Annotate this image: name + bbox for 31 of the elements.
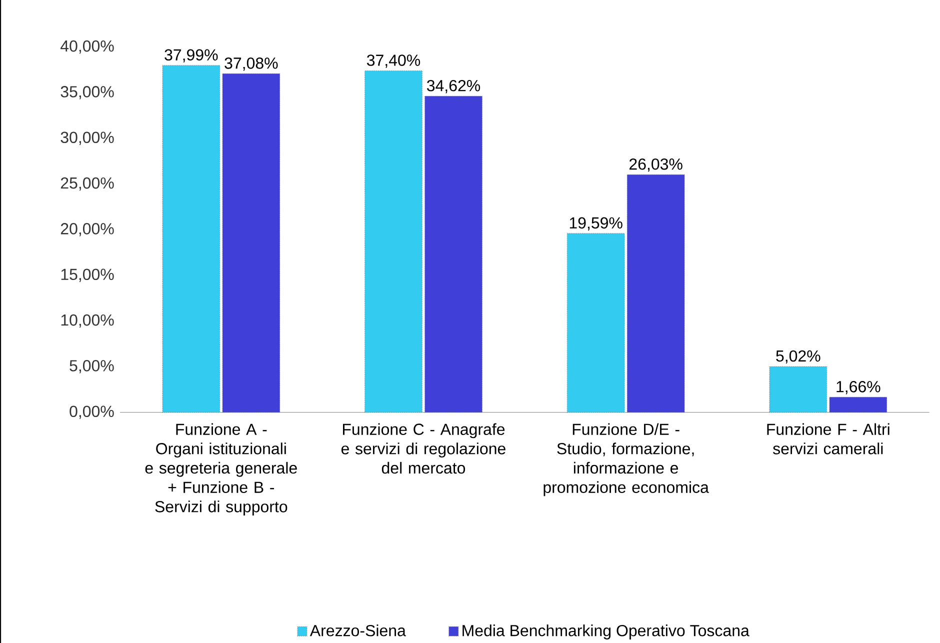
bar xyxy=(626,174,685,413)
bar xyxy=(566,233,625,413)
data-label: 37,99% xyxy=(164,49,218,62)
y-tick-label: 35,00% xyxy=(60,86,114,100)
data-label: 37,40% xyxy=(366,54,420,68)
data-label: 37,08% xyxy=(224,58,278,71)
bar xyxy=(162,65,220,413)
bar xyxy=(222,73,280,413)
bar xyxy=(424,96,482,413)
y-tick-label: 30,00% xyxy=(60,132,114,145)
y-tick-label: 10,00% xyxy=(61,314,114,328)
data-label: 19,59% xyxy=(570,217,622,230)
bar xyxy=(829,396,888,413)
x-tick-label: Funzione D/E - Studio, formazione, informazione e promozione economica xyxy=(544,423,709,496)
y-tick-label: 25,00% xyxy=(60,177,114,191)
legend-label: Media Benchmarking Operativo Toscana xyxy=(462,624,750,640)
x-tick-label: Funzione F - Altri servizi camerali xyxy=(767,423,890,454)
y-tick-label: 0,00% xyxy=(70,406,114,419)
y-tick-label: 15,00% xyxy=(61,268,114,282)
data-label: 26,03% xyxy=(629,158,682,172)
y-tick-label: 40,00% xyxy=(60,40,114,54)
legend-label: Arezzo-Siena xyxy=(310,624,406,636)
bar xyxy=(769,366,828,413)
x-tick-label: Funzione C - Anagrafe e servizi di regolazione del mercato xyxy=(341,423,506,474)
x-tick-label: Funzione A - Organi istituzionali e segreteria generale + Funzione B - Servizi di supporto xyxy=(145,423,297,516)
data-label: 34,62% xyxy=(426,80,480,94)
bar xyxy=(364,70,422,413)
y-tick-label: 5,00% xyxy=(70,360,114,374)
data-label: 1,66% xyxy=(836,381,880,394)
data-label: 5,02% xyxy=(776,350,820,364)
y-tick-label: 20,00% xyxy=(60,223,114,236)
